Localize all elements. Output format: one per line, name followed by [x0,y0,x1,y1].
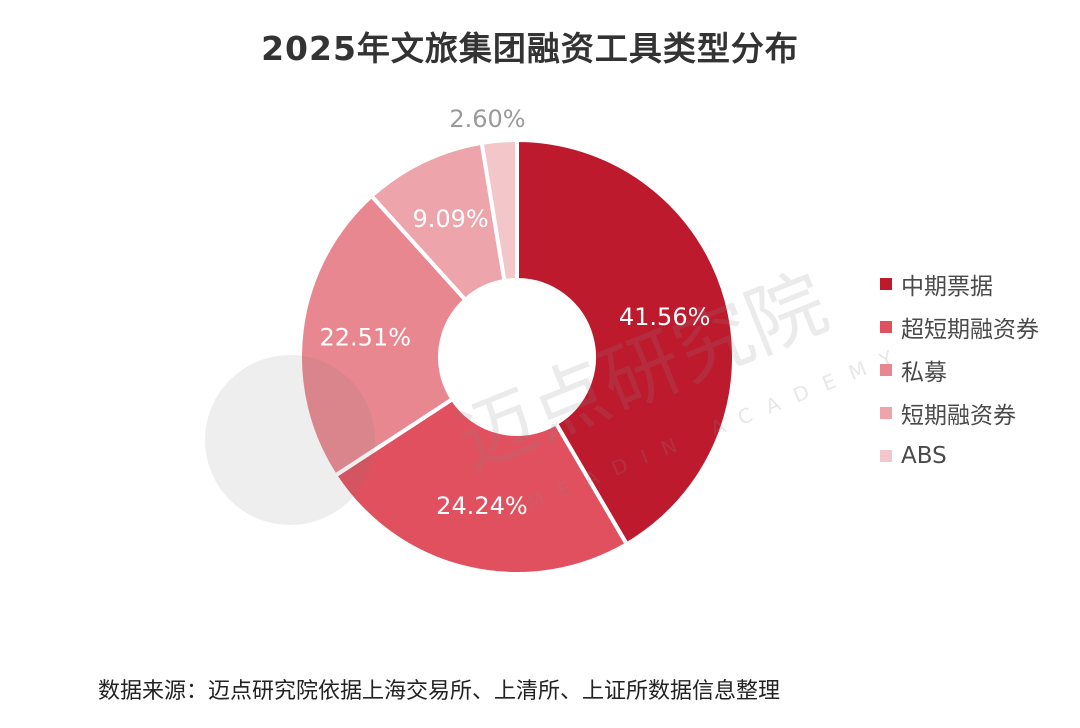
legend-label: 短期融资券 [901,402,1016,429]
chart-legend: 中期票据超短期融资券 私募短期融资券 ABS [880,262,1039,477]
legend-swatch [880,449,892,462]
slice-4 [479,137,519,284]
legend-item-1: 超短期融资券 [880,305,1039,348]
slice-2 [298,193,469,479]
chart-title: 2025年文旅集团融资工具类型分布 [261,29,799,68]
slice-label-2: 22.51% [320,323,412,351]
legend-label: ABS [901,442,947,469]
legend-label: 私募 [901,359,947,386]
legend-swatch [880,363,892,376]
slice-1 [332,396,630,576]
legend-item-4: ABS [880,434,1039,477]
legend-item-0: 中期票据 [880,262,1039,305]
slice-label-1: 24.24% [436,492,528,520]
legend-label: 超短期融资券 [901,316,1039,343]
legend-swatch [880,277,892,290]
legend-swatch [880,406,892,419]
legend-item-3: 短期融资券 [880,391,1039,434]
source-note: 数据来源：迈点研究院依据上海交易所、上清所、上证所数据信息整理 [98,679,781,704]
slice-label-3: 9.09% [412,205,488,233]
legend-label: 中期票据 [901,273,993,300]
legend-item-2: 私募 [880,348,1039,391]
donut-labels: 41.56% 24.24% 22.51% 9.09% 2.60% [320,105,711,520]
legend-swatch [880,320,892,333]
slice-0 [515,137,736,547]
slice-label-0: 41.56% [619,303,711,331]
donut-slices [298,137,736,576]
slice-label-4: 2.60% [449,105,525,133]
